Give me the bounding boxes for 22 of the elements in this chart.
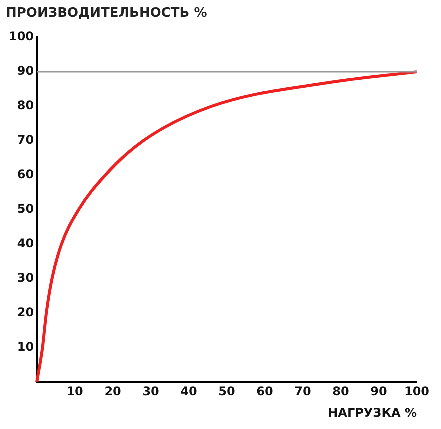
x-tick-label: 50 <box>218 384 236 399</box>
y-tick-label: 20 <box>17 305 34 320</box>
x-tick-label: 40 <box>180 384 198 399</box>
y-tick-label: 80 <box>17 98 34 113</box>
x-tick-label: 80 <box>332 384 350 399</box>
y-tick-label: 30 <box>17 270 34 285</box>
x-tick-label: 90 <box>370 384 388 399</box>
y-tick-label: 90 <box>17 64 34 78</box>
x-tick-label: 100 <box>404 384 430 399</box>
y-tick-label: 10 <box>17 340 34 354</box>
x-tick-label: 30 <box>142 384 160 399</box>
x-tick-label: 70 <box>294 384 312 399</box>
x-axis-title: НАГРУЗКА % <box>328 406 417 420</box>
y-tick-label: 70 <box>17 133 34 148</box>
chart-title: ПРОИЗВОДИТЕЛЬНОСТЬ % <box>6 6 208 22</box>
y-tick-label: 50 <box>17 202 34 216</box>
y-tick-label: 40 <box>17 236 34 250</box>
y-tick-label: 60 <box>17 168 34 182</box>
x-tick-label: 60 <box>256 384 274 399</box>
x-tick-label: 10 <box>66 384 84 399</box>
x-tick-label: 20 <box>104 384 122 399</box>
y-tick-label: 100 <box>8 30 34 44</box>
